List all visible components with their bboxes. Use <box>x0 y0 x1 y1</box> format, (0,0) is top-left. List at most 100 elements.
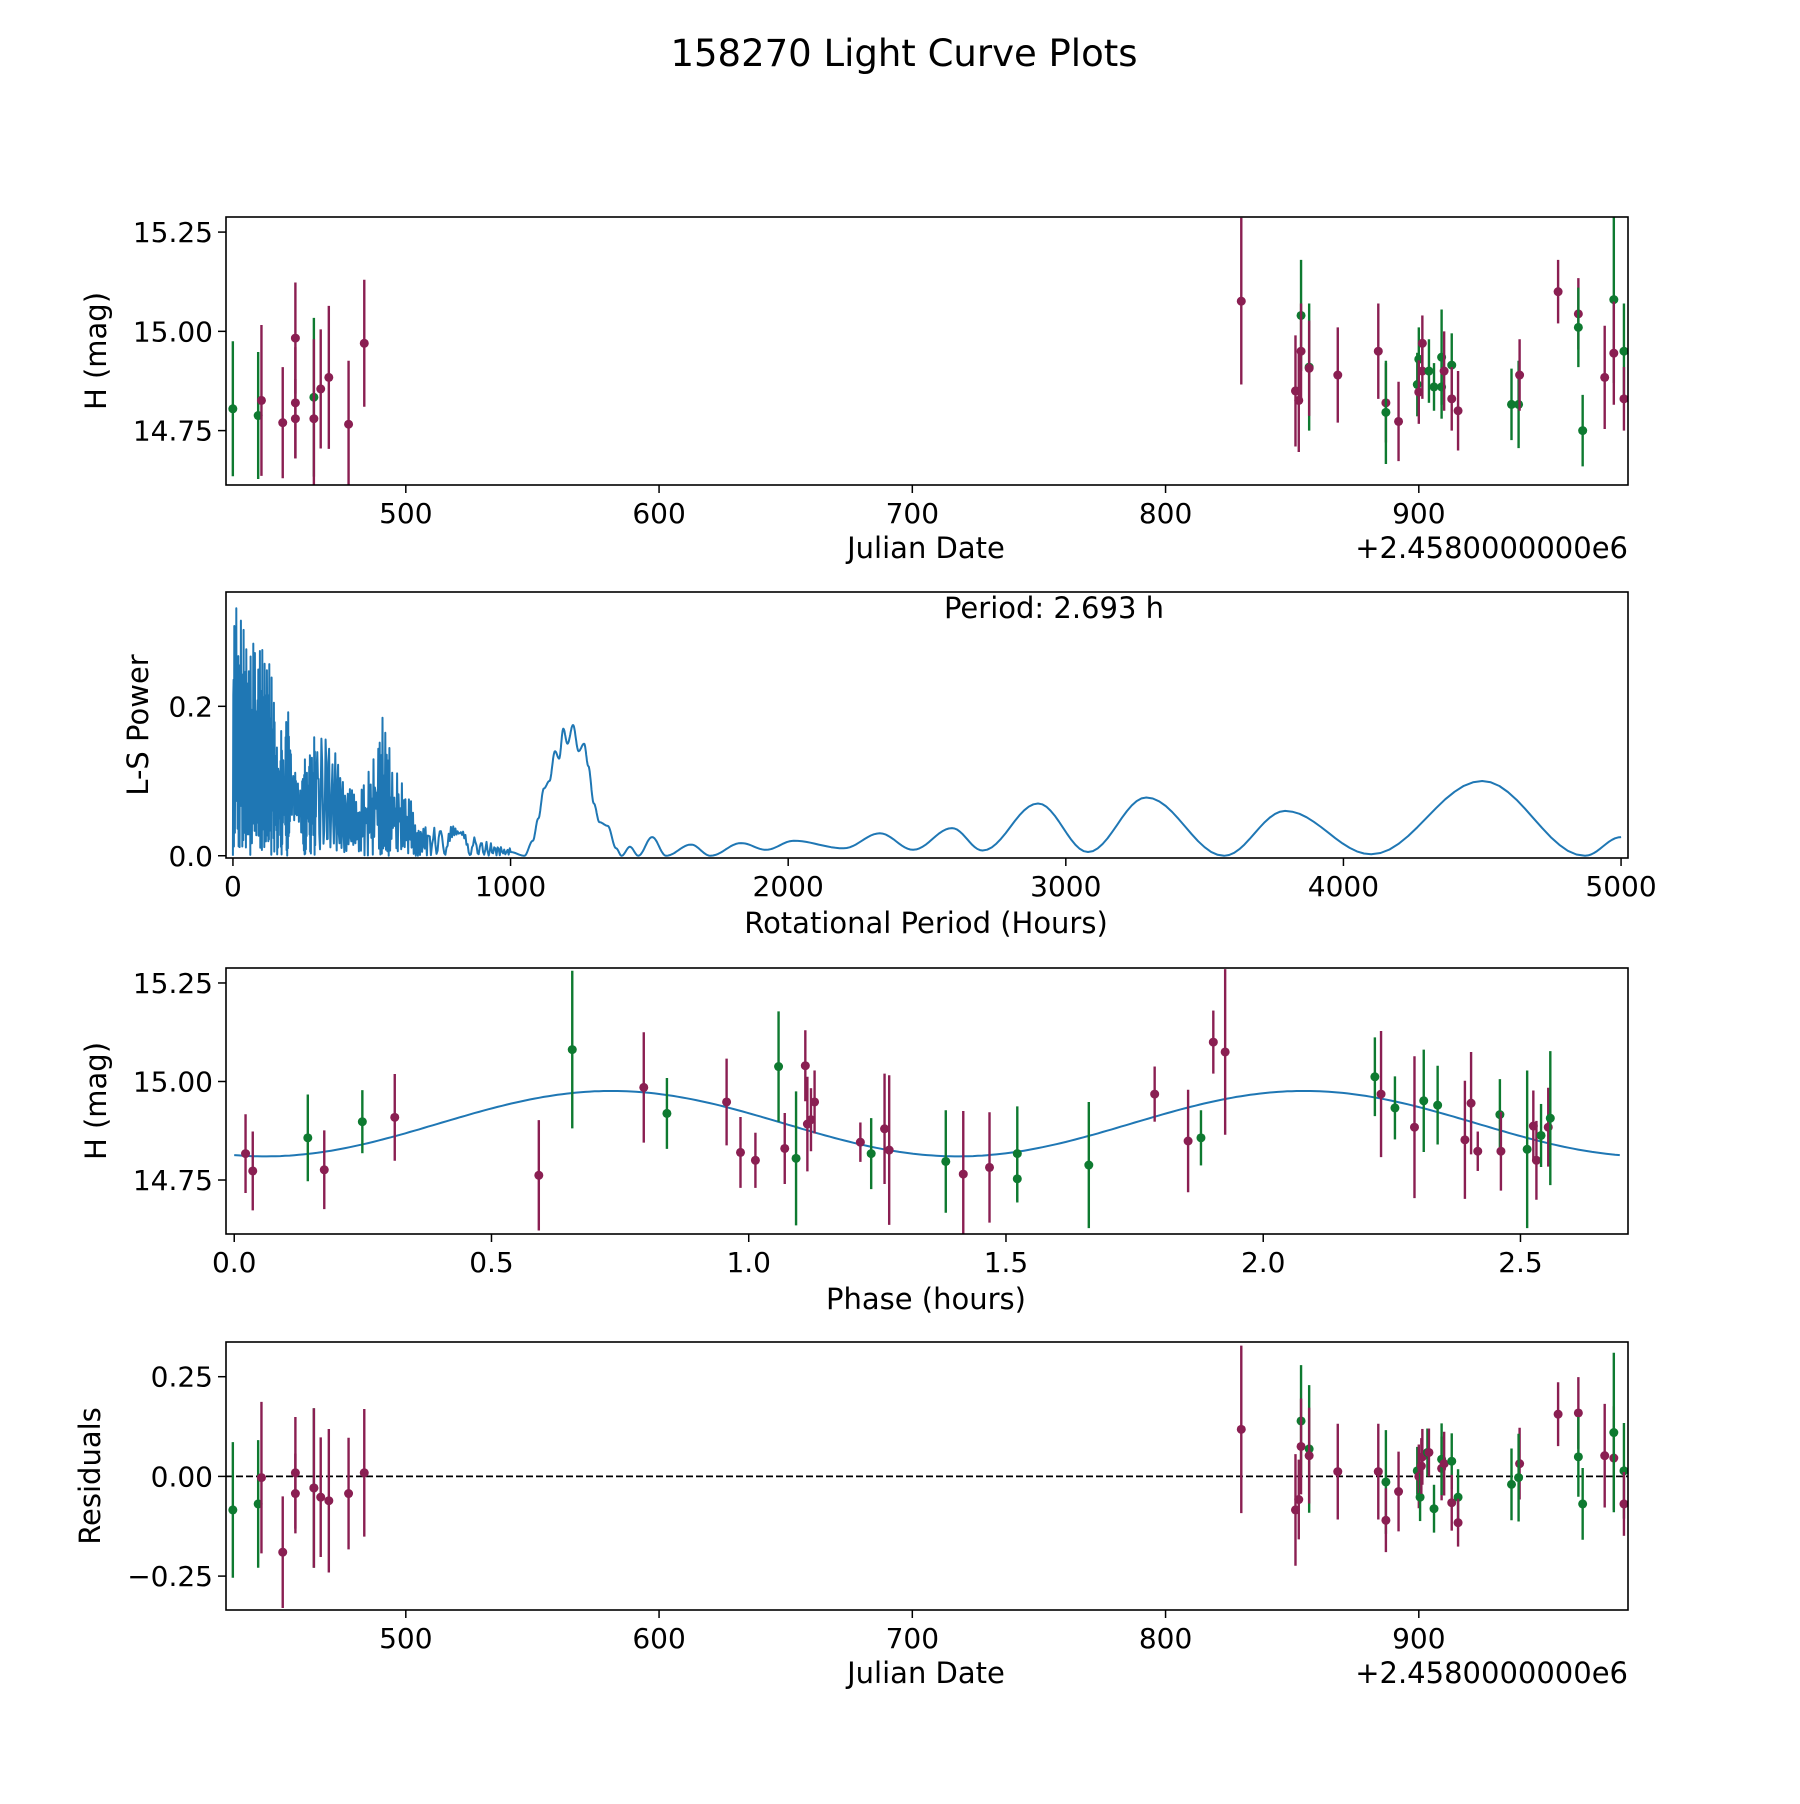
data-point <box>309 339 319 485</box>
data-point <box>1370 1037 1380 1117</box>
data-point <box>1522 1070 1532 1229</box>
data-point <box>1600 1403 1610 1508</box>
marker <box>309 414 319 424</box>
data-point <box>1084 1101 1094 1229</box>
marker <box>1414 354 1424 364</box>
marker <box>1619 346 1628 356</box>
marker <box>866 1149 876 1159</box>
data-point <box>1600 325 1610 430</box>
data-point <box>1553 259 1563 324</box>
marker <box>1619 1499 1628 1509</box>
data-point <box>722 1058 732 1146</box>
x-tick-label: 500 <box>379 497 432 530</box>
x-tick-label: 2000 <box>753 870 824 903</box>
marker <box>1609 1428 1619 1438</box>
y-tick-label: 0.25 <box>151 1361 213 1394</box>
marker <box>228 1505 238 1515</box>
y-tick-label: 15.00 <box>133 1065 213 1098</box>
axes-frame <box>225 591 1629 859</box>
data-point <box>1609 301 1619 405</box>
data-point <box>806 1088 816 1152</box>
data-point <box>1304 1407 1314 1504</box>
data-point <box>1609 1352 1619 1513</box>
marker <box>1466 1098 1476 1108</box>
x-tick-label: 3000 <box>1030 870 1101 903</box>
plot-area-residuals <box>226 1345 1628 1609</box>
x-tick-label: 800 <box>1139 1622 1192 1655</box>
data-point <box>290 1453 300 1534</box>
data-point <box>1294 348 1304 453</box>
data-point <box>1447 367 1457 431</box>
marker <box>1419 1096 1429 1106</box>
data-point <box>1419 1049 1429 1153</box>
x-tick-label: 700 <box>886 497 939 530</box>
marker <box>1220 1047 1230 1057</box>
data-point <box>958 1111 968 1234</box>
panel-light-curve: 500 600 700 800 900 14.75 15.00 15.25 <box>133 216 1629 530</box>
data-point <box>359 279 369 407</box>
data-point <box>1514 1433 1524 1522</box>
marker <box>1294 1495 1304 1505</box>
data-point <box>309 1408 319 1568</box>
data-point <box>1417 343 1427 399</box>
marker <box>1619 394 1628 404</box>
marker <box>534 1170 544 1180</box>
data-point <box>780 1113 790 1184</box>
x-axis-label-residuals: Julian Date <box>845 1656 1005 1690</box>
marker <box>1447 394 1457 404</box>
marker <box>290 333 300 343</box>
data-point <box>1619 1472 1628 1536</box>
marker <box>319 1165 329 1175</box>
data-point <box>1553 1382 1563 1447</box>
marker <box>1522 1144 1532 1154</box>
data-point <box>256 1401 266 1554</box>
data-point <box>1373 1423 1383 1520</box>
marker <box>662 1108 672 1118</box>
marker <box>780 1143 790 1153</box>
data-point <box>1381 360 1391 464</box>
data-point <box>534 1120 544 1231</box>
marker <box>1394 416 1404 426</box>
data-point <box>1409 1056 1419 1199</box>
panel-phased-curve: 0.0 0.5 1.0 1.5 2.0 2.5 14.75 15.00 15.25 <box>133 967 1629 1279</box>
figure-title: 158270 Light Curve Plots <box>670 32 1137 75</box>
data-point <box>639 1032 649 1143</box>
marker <box>241 1149 251 1159</box>
marker <box>884 1145 894 1155</box>
marker <box>735 1147 745 1157</box>
data-point <box>1447 1474 1457 1531</box>
marker <box>1553 1409 1563 1419</box>
data-point <box>303 1094 313 1182</box>
marker <box>567 1045 577 1055</box>
data-point <box>1333 327 1343 423</box>
x-tick-label: 0.0 <box>212 1246 257 1279</box>
panel-residuals: 500 600 700 800 900 −0.25 0.00 0.25 <box>127 1341 1629 1655</box>
y-axis-label-phase: H (mag) <box>79 1042 113 1160</box>
marker <box>1447 1498 1457 1508</box>
marker <box>1439 1459 1449 1469</box>
data-point <box>985 1112 995 1223</box>
marker <box>1507 1479 1517 1489</box>
x-tick-label: 900 <box>1392 497 1445 530</box>
data-point <box>1619 367 1628 431</box>
x-tick-label: 1.5 <box>984 1246 1029 1279</box>
data-point <box>1381 1488 1391 1553</box>
data-point <box>1507 368 1517 441</box>
marker <box>228 404 238 414</box>
marker <box>1236 296 1246 306</box>
data-point <box>278 1496 288 1609</box>
data-point <box>735 1116 745 1188</box>
power-spectrum-line <box>231 607 1622 857</box>
data-point <box>1373 303 1383 399</box>
marker <box>290 1489 300 1499</box>
marker <box>1414 387 1424 397</box>
data-point <box>1536 1103 1546 1168</box>
plot-area-phased-curve <box>234 969 1620 1234</box>
period-annotation: Period: 2.693 h <box>944 591 1164 625</box>
axes-frame <box>225 216 1629 486</box>
data-point <box>662 1077 672 1149</box>
marker <box>1600 1451 1610 1461</box>
marker <box>639 1082 649 1092</box>
data-point <box>774 1011 784 1122</box>
marker <box>1453 406 1463 416</box>
